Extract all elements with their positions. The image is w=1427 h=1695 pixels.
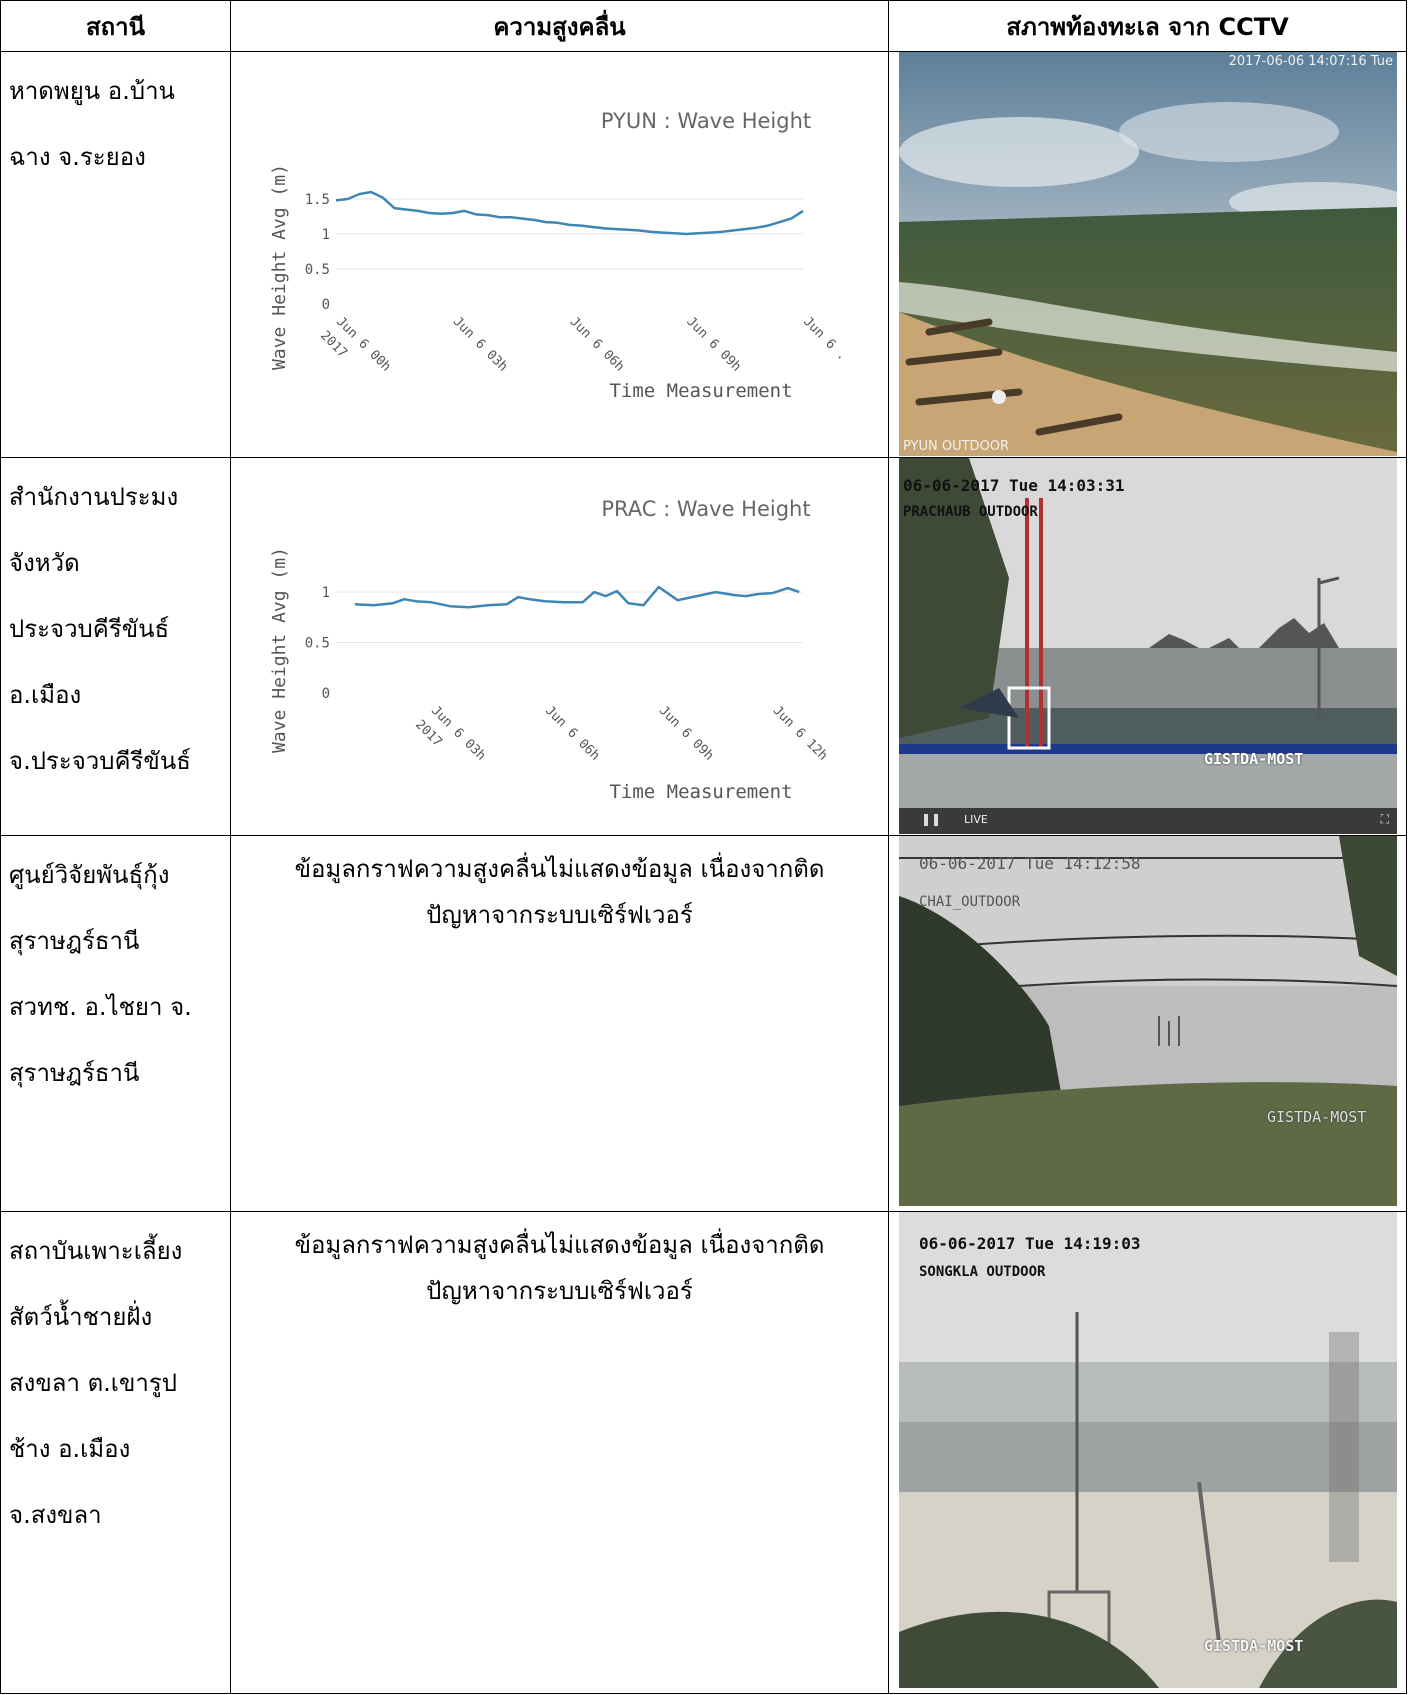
x-tick-label: Jun 6 09h [683, 314, 743, 374]
x-axis-label: Time Measurement [609, 380, 792, 402]
chart-title: PRAC : Wave Height [601, 497, 810, 521]
cctv-image-songkla: 06-06-2017 Tue 14:19:03 SONGKLA OUTDOOR … [899, 1212, 1397, 1688]
cctv-photo [899, 836, 1397, 1206]
no-data-line: ข้อมูลกราฟความสูงคลื่นไม่แสดงข้อมูล เนื่… [294, 855, 825, 883]
y-tick-label: 1 [322, 227, 330, 243]
x-tick-label: Jun 6 06h [542, 703, 602, 763]
cctv-player-live: LIVE [964, 813, 988, 826]
cctv-timestamp: 2017-06-06 14:07:16 Tue [1228, 54, 1393, 69]
y-tick-label: 0 [322, 686, 330, 702]
cctv-timestamp: 06-06-2017 Tue 14:03:31 [903, 476, 1125, 495]
station-line: สุราษฎร์ธานี [9, 1059, 140, 1087]
wave-chart-prac: PRAC : Wave Height Wave Height Avg (m) T… [269, 497, 830, 803]
station-line: สำนักงานประมง [9, 483, 179, 511]
no-data-line: ปัญหาจากระบบเซิร์ฟเวอร์ [426, 1277, 693, 1305]
cctv-label: PRACHAUB OUTDOOR [903, 504, 1038, 520]
play-pause-icon[interactable]: ❚❚ [921, 812, 942, 826]
station-line: ฉาง จ.ระยอง [9, 143, 146, 171]
station-line: ช้าง อ.เมือง [9, 1435, 131, 1463]
cctv-watermark: GISTDA-MOST [1267, 1108, 1367, 1126]
chart-title: PYUN : Wave Height [601, 109, 811, 133]
table-row-songkla: สถาบันเพาะเลี้ยง สัตว์น้ำชายฝั่ง สงขลา ต… [0, 1211, 1407, 1694]
series-line [335, 190, 804, 236]
x-tick-label: Jun 6 12h [770, 703, 830, 763]
station-line: สุราษฎร์ธานี [9, 927, 140, 955]
table-row-prac: สำนักงานประมง จังหวัด ประจวบคีรีขันธ์ อ.… [0, 457, 1407, 836]
no-data-message: ข้อมูลกราฟความสูงคลื่นไม่แสดงข้อมูล เนื่… [230, 835, 889, 1212]
cctv-image-prachaub: 06-06-2017 Tue 14:03:31 PRACHAUB OUTDOOR… [899, 458, 1397, 834]
wave-chart-cell: PRAC : Wave Height Wave Height Avg (m) T… [230, 457, 889, 836]
header-wave-height: ความสูงคลื่น [230, 0, 889, 52]
x-tick-label: Jun 6 09h [656, 703, 716, 763]
cctv-label: CHAI_OUTDOOR [919, 894, 1021, 910]
station-line: จ.สงขลา [9, 1501, 102, 1529]
no-data-line: ปัญหาจากระบบเซิร์ฟเวอร์ [426, 901, 693, 929]
wave-chart-cell: PYUN : Wave Height Wave Height Avg (m) T… [230, 51, 889, 458]
header-cctv: สภาพท้องทะเล จาก CCTV [888, 0, 1407, 52]
header-station: สถานี [0, 0, 231, 52]
cctv-photo [899, 52, 1397, 456]
no-data-message: ข้อมูลกราฟความสูงคลื่นไม่แสดงข้อมูล เนื่… [230, 1211, 889, 1694]
cctv-timestamp: 06-06-2017 Tue 14:12:58 [919, 854, 1141, 873]
series-line [354, 585, 800, 609]
no-data-line: ข้อมูลกราฟความสูงคลื่นไม่แสดงข้อมูล เนื่… [294, 1231, 825, 1259]
y-tick-label: 0.5 [305, 636, 330, 652]
station-cell: สถาบันเพาะเลี้ยง สัตว์น้ำชายฝั่ง สงขลา ต… [0, 1211, 231, 1694]
x-tick-label: Jun 6 03h [450, 314, 510, 374]
station-cell: สำนักงานประมง จังหวัด ประจวบคีรีขันธ์ อ.… [0, 457, 231, 836]
station-cell: หาดพยูน อ.บ้าน ฉาง จ.ระยอง [0, 51, 231, 458]
station-line: ประจวบคีรีขันธ์ [9, 615, 170, 643]
x-tick-label: Jun 6 . [800, 314, 849, 363]
cctv-cell: 06-06-2017 Tue 14:12:58 CHAI_OUTDOOR GIS… [888, 835, 1407, 1212]
cctv-image-pyun: 2017-06-06 14:07:16 Tue PYUN OUTDOOR [899, 52, 1397, 456]
cctv-cell: 06-06-2017 Tue 14:03:31 PRACHAUB OUTDOOR… [888, 457, 1407, 836]
cctv-watermark: GISTDA-MOST [1204, 1637, 1304, 1655]
cctv-timestamp: 06-06-2017 Tue 14:19:03 [919, 1234, 1141, 1253]
table-row-pyun: หาดพยูน อ.บ้าน ฉาง จ.ระยอง PYUN : Wave H… [0, 51, 1407, 458]
x-tick-label: Jun 6 06h [567, 314, 627, 374]
fullscreen-icon[interactable]: ⛶ [1380, 812, 1389, 826]
station-line: สวทช. อ.ไชยา จ. [9, 993, 192, 1021]
x-axis-label: Time Measurement [609, 781, 792, 803]
cctv-watermark: GISTDA-MOST [1204, 750, 1304, 768]
y-tick-label: 1.5 [305, 192, 330, 208]
y-tick-label: 0 [322, 297, 330, 313]
cctv-photo [899, 1212, 1397, 1688]
wave-chart-pyun: PYUN : Wave Height Wave Height Avg (m) T… [269, 109, 850, 402]
station-line: อ.เมือง [9, 681, 82, 709]
station-cell: ศูนย์วิจัยพันธุ์กุ้ง สุราษฎร์ธานี สวทช. … [0, 835, 231, 1212]
y-tick-label: 1 [322, 585, 330, 601]
station-line: สัตว์น้ำชายฝั่ง [9, 1303, 153, 1331]
cctv-label: SONGKLA OUTDOOR [919, 1264, 1046, 1280]
y-axis-label: Wave Height Avg (m) [269, 164, 290, 370]
table-row-chai: ศูนย์วิจัยพันธุ์กุ้ง สุราษฎร์ธานี สวทช. … [0, 835, 1407, 1212]
station-line: ศูนย์วิจัยพันธุ์กุ้ง [9, 861, 170, 889]
cctv-cell: 2017-06-06 14:07:16 Tue PYUN OUTDOOR [888, 51, 1407, 458]
station-line: สถาบันเพาะเลี้ยง [9, 1237, 183, 1265]
cctv-image-chai: 06-06-2017 Tue 14:12:58 CHAI_OUTDOOR GIS… [899, 836, 1397, 1206]
cctv-cell: 06-06-2017 Tue 14:19:03 SONGKLA OUTDOOR … [888, 1211, 1407, 1694]
station-line: จังหวัด [9, 549, 80, 577]
station-line: จ.ประจวบคีรีขันธ์ [9, 747, 191, 775]
y-axis-label: Wave Height Avg (m) [269, 547, 290, 753]
header-row: สถานี ความสูงคลื่น สภาพท้องทะเล จาก CCTV [0, 0, 1407, 52]
station-line: หาดพยูน อ.บ้าน [9, 77, 175, 105]
cctv-photo [899, 458, 1397, 834]
station-line: สงขลา ต.เขารูป [9, 1369, 178, 1397]
cctv-label: PYUN OUTDOOR [903, 439, 1010, 454]
y-tick-label: 0.5 [305, 262, 330, 278]
